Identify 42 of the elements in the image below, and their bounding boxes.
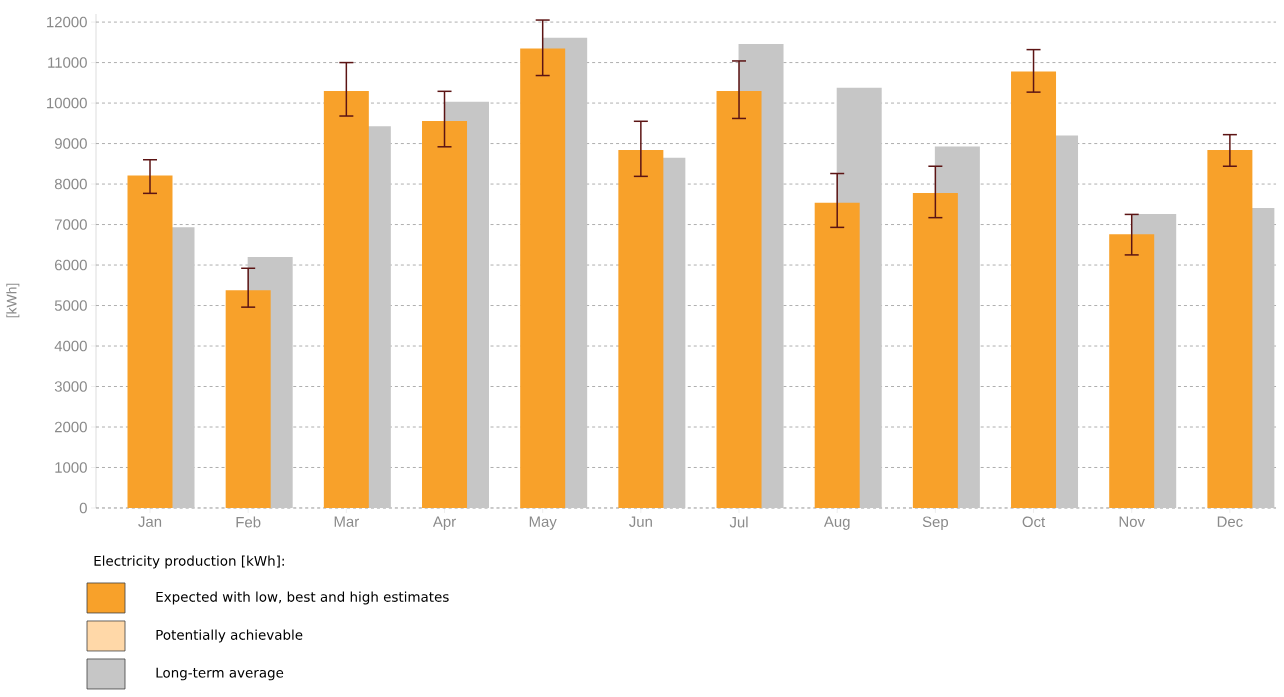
bar [225, 290, 271, 508]
bar [1011, 71, 1057, 508]
y-tick-label: 1000 [55, 462, 87, 473]
x-tick-label: Aug [823, 516, 850, 530]
x-tick-label: Dec [1217, 516, 1243, 527]
y-tick-label: 0 [79, 502, 87, 514]
x-tick-label: Mar [334, 516, 359, 527]
bar [912, 192, 958, 508]
x-tick-label: Jul [729, 516, 748, 528]
x-tick-label: Feb [236, 516, 261, 528]
y-tick-label: 3000 [54, 381, 87, 392]
y-tick-label: 10000 [47, 97, 87, 109]
x-tick-label: Apr [432, 516, 456, 530]
y-tick-label: 12000 [47, 16, 87, 28]
y-axis-title: [kWh] [6, 283, 20, 318]
x-tick-label: Oct [1022, 516, 1046, 528]
y-tick-label: 4000 [54, 340, 87, 352]
legend-label: Potentially achievable [156, 629, 303, 643]
bar [422, 120, 468, 508]
y-tick-label: 9000 [54, 138, 87, 149]
y-tick-label: 11000 [48, 57, 87, 68]
x-tick-label: Nov [1119, 516, 1145, 527]
y-tick-label: 6000 [55, 259, 87, 271]
bar [814, 202, 860, 508]
y-tick-label: 7000 [55, 219, 87, 230]
x-tick-label: Sep [922, 516, 949, 531]
y-tick-label: 2000 [54, 421, 87, 433]
bar [1109, 234, 1155, 508]
bar [127, 175, 173, 508]
legend-label: Expected with low, best and high estimates [156, 591, 449, 605]
x-tick-label: Jun [629, 516, 652, 527]
x-tick-label: Jan [138, 516, 162, 527]
y-tick-label: 5000 [54, 300, 87, 311]
y-tick-label: 8000 [54, 178, 87, 190]
bar [716, 90, 762, 508]
x-tick-label: May [529, 516, 557, 530]
bar [1207, 150, 1253, 508]
bar [520, 48, 566, 508]
legend-title: Electricity production [kWh]: [94, 555, 284, 569]
bar [618, 150, 664, 508]
legend-label: Long-term average [156, 667, 284, 681]
bar [323, 90, 369, 508]
